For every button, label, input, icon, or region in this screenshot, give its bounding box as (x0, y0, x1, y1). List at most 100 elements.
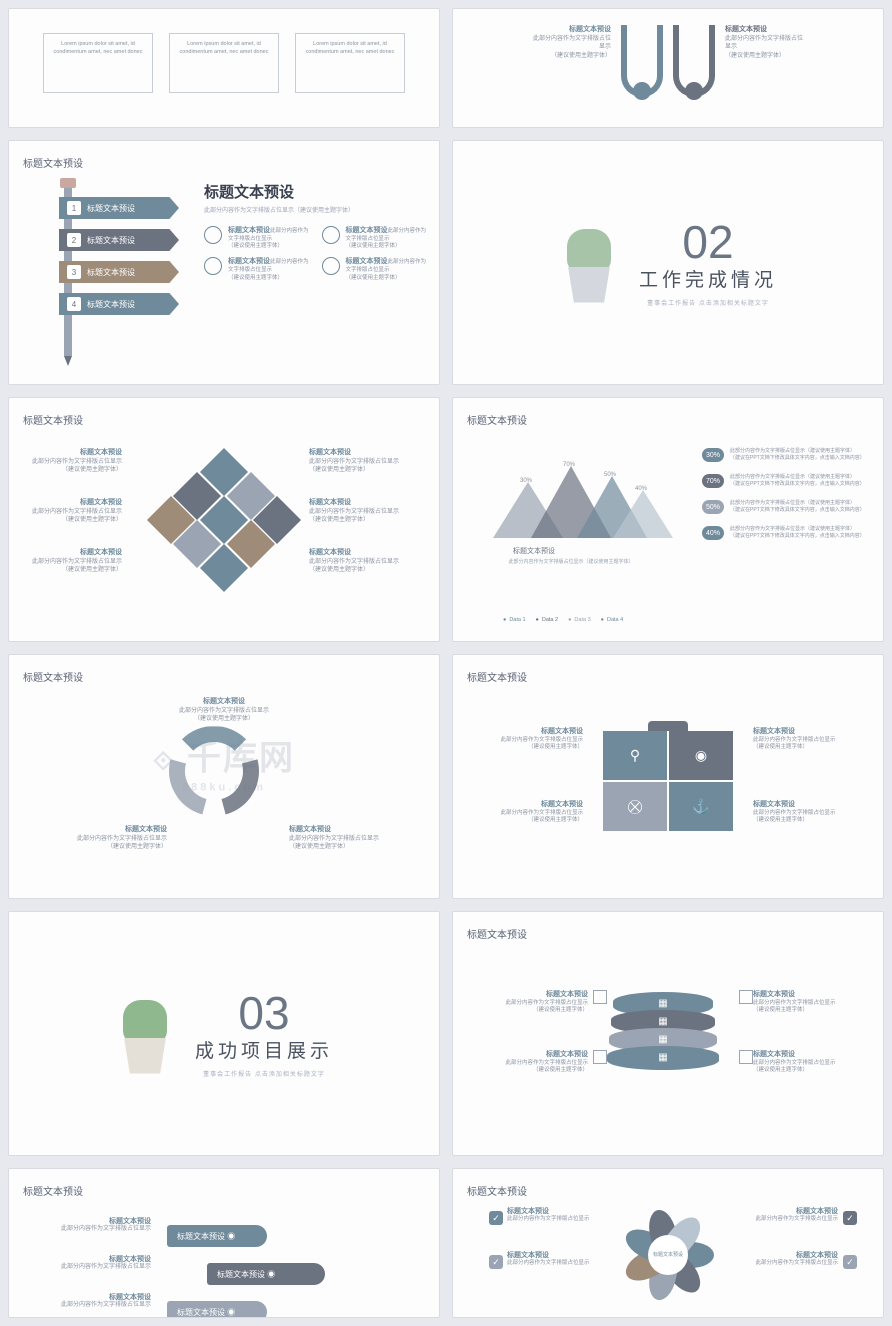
pinwheel-center: 标题文本预设 (648, 1235, 688, 1275)
mountain-label: 30% (520, 478, 532, 484)
item-text: 标题文本预设此部分内容作为文字排版占位显示（建议使用主题字体） (228, 257, 310, 282)
section-title: 工作完成情况 (639, 265, 777, 292)
plant-leaf (123, 1000, 167, 1044)
side-text: 标题文本预设此部分内容作为文字排版占位显示（建议使用主题字体） (289, 825, 399, 852)
item-text: 标题文本预设此部分内容作为文字排版占位显示（建议使用主题字体） (346, 257, 428, 282)
slide-header: 标题文本预设 (23, 1183, 425, 1198)
section-title: 成功项目展示 (195, 1036, 333, 1063)
slide-header: 标题文本预设 (467, 1183, 869, 1198)
corner-text: 标题文本预设此部分内容作为文字排版占位显示 (507, 1207, 602, 1223)
mountain-label: 50% (604, 472, 616, 478)
puzzle-piece: ⚲ (603, 731, 667, 780)
slide-7: 标题文本预设 ⟐ 千库网 588ku.com 标题文本预设此部分内容作为文字排版… (8, 654, 440, 899)
pct-badge: 70% (702, 474, 724, 488)
pct-row: 70% 此部分内容作为文字排版占位显示（建议使用主题字体）（建议在PPT文档下修… (702, 474, 867, 488)
arrow-tag: 1标题文本预设 (59, 197, 179, 219)
section-number: 03 (195, 990, 333, 1036)
corner-text: 标题文本预设此部分内容作为文字排版占位显示 (507, 1251, 602, 1267)
pct-row: 30% 此部分内容作为文字排版占位显示（建议使用主题字体）（建议在PPT文档下修… (702, 448, 867, 462)
section-intro: 02 工作完成情况 董事会工作报告 点击添加相关标题文字 (467, 155, 869, 370)
puzzle-piece: ⚓ (669, 782, 733, 831)
side-text: 标题文本预设此部分内容作为文字排版占位显示（建议使用主题字体） (483, 727, 583, 752)
side-icon (593, 1050, 607, 1064)
slide-11: 标题文本预设 标题文本预设 ◉ 标题文本预设 ◉ 标题文本预设 ◉ 标题文本预设此部… (8, 1168, 440, 1318)
section-number: 02 (639, 219, 777, 265)
plant-pot (124, 1038, 166, 1074)
tag-number: 3 (67, 265, 81, 279)
slide-9: 03 成功项目展示 董事会工作报告 点击添加相关标题文字 (8, 911, 440, 1156)
stack-disk: ▦ (607, 1046, 719, 1070)
percentage-rows: 30% 此部分内容作为文字排版占位显示（建议使用主题字体）（建议在PPT文档下修… (702, 448, 867, 552)
side-text: 标题文本预设此部分内容作为文字排版占位显示（建议使用主题字体） (309, 448, 404, 475)
mountain-label: 70% (563, 462, 575, 468)
pct-text: 此部分内容作为文字排版占位显示（建议使用主题字体）（建议在PPT文档下修改具体文… (730, 526, 865, 540)
banner-tag: 标题文本预设 ◉ (167, 1301, 267, 1318)
slide-4: 02 工作完成情况 董事会工作报告 点击添加相关标题文字 (452, 140, 884, 385)
plant-pot (568, 267, 610, 303)
banner-text: 标题文本预设此部分内容作为文字排版占位显示 (51, 1255, 151, 1272)
arrow-tag: 2标题文本预设 (59, 229, 179, 251)
check-icon: ✓ (843, 1255, 857, 1269)
side-text: 标题文本预设此部分内容作为文字排版占位显示（建议使用主题字体） (169, 697, 279, 724)
top-boxes: Lorem ipsum dolor sit amet, id condiment… (23, 23, 425, 93)
side-icon (739, 990, 753, 1004)
side-text: 标题文本预设此部分内容作为文字排版占位显示（建议使用主题字体） (27, 498, 122, 525)
lorem-box: Lorem ipsum dolor sit amet, id condiment… (169, 33, 279, 93)
slide-1: Lorem ipsum dolor sit amet, id condiment… (8, 8, 440, 128)
main-title: 标题文本预设 (204, 181, 427, 202)
briefcase-handle (648, 721, 688, 731)
slide-8: 标题文本预设 ⚲◉⛒⚓ 标题文本预设此部分内容作为文字排版占位显示（建议使用主题… (452, 654, 884, 899)
section-sub: 董事会工作报告 点击添加相关标题文字 (195, 1069, 333, 1078)
slide-header: 标题文本预设 (23, 669, 425, 684)
side-text: 标题文本预设此部分内容作为文字排版占位显示（建议使用主题字体） (753, 990, 848, 1015)
item-text: 标题文本预设此部分内容作为文字排版占位显示（建议使用主题字体） (228, 226, 310, 251)
pct-badge: 40% (702, 526, 724, 540)
clock-icon (204, 257, 222, 275)
icon-items: 标题文本预设此部分内容作为文字排版占位显示（建议使用主题字体） 标题文本预设此部… (204, 226, 427, 282)
slide-grid: Lorem ipsum dolor sit amet, id condiment… (8, 8, 884, 1318)
tag-number: 4 (67, 297, 81, 311)
slide-2: 标题文本预设 此部分内容作为文字排版占位显示（建议使用主题字体） 标题文本预设 … (452, 8, 884, 128)
legend-item: Data 1 (503, 617, 526, 623)
slide-12: 标题文本预设 标题文本预设 ✓✓✓✓ 标题文本预设此部分内容作为文字排版占位显示… (452, 1168, 884, 1318)
pct-text: 此部分内容作为文字排版占位显示（建议使用主题字体）（建议在PPT文档下修改具体文… (730, 500, 865, 514)
pct-row: 50% 此部分内容作为文字排版占位显示（建议使用主题字体）（建议在PPT文档下修… (702, 500, 867, 514)
disk-stack: ▦▦▦▦ (613, 998, 723, 1070)
mountain-label: 40% (635, 486, 647, 492)
side-icon (593, 990, 607, 1004)
side-text: 标题文本预设此部分内容作为文字排版占位显示（建议使用主题字体） (493, 990, 588, 1015)
section-sub: 董事会工作报告 点击添加相关标题文字 (639, 298, 777, 307)
slide-10: 标题文本预设 ▦▦▦▦ 标题文本预设此部分内容作为文字排版占位显示（建议使用主题… (452, 911, 884, 1156)
banner-tag: 标题文本预设 ◉ (207, 1263, 325, 1285)
succulent-plant (115, 994, 175, 1074)
slide-5: 标题文本预设 标题文本预设此部分内容作为文字排版占位显示（建议使用主题字体）标题… (8, 397, 440, 642)
clock-icon (204, 226, 222, 244)
mountain-chart: 30% 70% 50% 40% (483, 458, 663, 538)
arrow-tag: 3标题文本预设 (59, 261, 179, 283)
side-icon (739, 1050, 753, 1064)
instagram-icon (685, 82, 703, 100)
check-icon: ✓ (843, 1211, 857, 1225)
chart-caption: 标题文本预设 (513, 546, 555, 556)
legend-item: Data 4 (601, 617, 624, 623)
side-text: 标题文本预设此部分内容作为文字排版占位显示（建议使用主题字体） (753, 1050, 848, 1075)
hook-blue (621, 25, 663, 97)
hook-text-left: 标题文本预设 此部分内容作为文字排版占位显示（建议使用主题字体） (533, 25, 611, 97)
tag-number: 1 (67, 201, 81, 215)
section-title-block: 03 成功项目展示 董事会工作报告 点击添加相关标题文字 (195, 990, 333, 1078)
twitter-icon (633, 82, 651, 100)
chart-sub: 此部分内容作为文字排版占位显示（建议使用主题字体） (491, 558, 651, 565)
banner-text: 标题文本预设此部分内容作为文字排版占位显示 (51, 1217, 151, 1234)
corner-text: 标题文本预设此部分内容作为文字排版占位显示 (743, 1207, 838, 1223)
side-text: 标题文本预设此部分内容作为文字排版占位显示（建议使用主题字体） (753, 727, 853, 752)
plant-leaf (567, 229, 611, 273)
clock-icon (322, 226, 340, 244)
lorem-box: Lorem ipsum dolor sit amet, id condiment… (43, 33, 153, 93)
side-text: 标题文本预设此部分内容作为文字排版占位显示（建议使用主题字体） (57, 825, 167, 852)
slide-header: 标题文本预设 (467, 412, 869, 427)
banner-tag: 标题文本预设 ◉ (167, 1225, 267, 1247)
slide-header: 标题文本预设 (467, 669, 869, 684)
triangle-cycle (169, 726, 279, 836)
pct-text: 此部分内容作为文字排版占位显示（建议使用主题字体）（建议在PPT文档下修改具体文… (730, 448, 865, 462)
pct-row: 40% 此部分内容作为文字排版占位显示（建议使用主题字体）（建议在PPT文档下修… (702, 526, 867, 540)
